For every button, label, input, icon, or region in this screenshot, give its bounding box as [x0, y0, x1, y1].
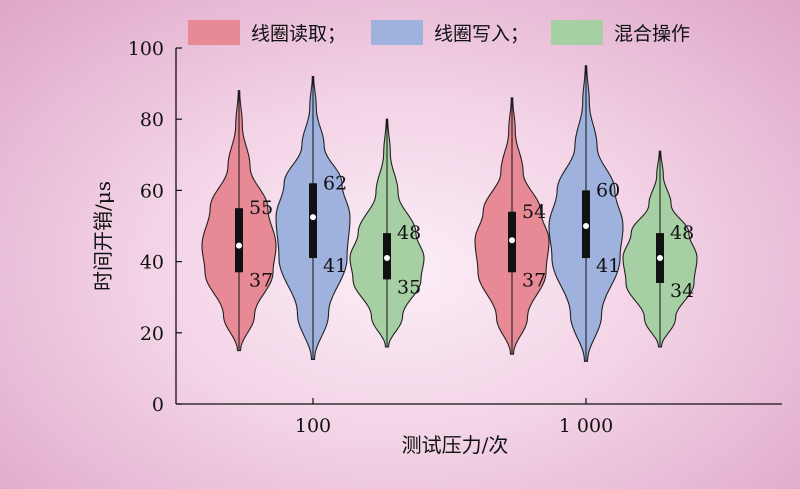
y-tick-label-1: 20: [140, 323, 164, 345]
legend-label-0: 线圈读取；: [251, 23, 346, 45]
legend: 线圈读取； 线圈写入； 混合操作: [188, 20, 690, 45]
violin-layer: 55 37 54 37 62 41 60 41 48 35 48 34: [201, 65, 698, 362]
y-tick-label-0: 0: [152, 394, 164, 416]
x-axis-title: 测试压力/次: [402, 433, 509, 457]
q3-label-s1-g0: 62: [323, 172, 347, 194]
y-tick-label-2: 40: [140, 252, 164, 274]
q1-label-s0-g0: 37: [249, 269, 273, 291]
median-dot-s2-g1: [657, 255, 663, 262]
q1-label-s2-g0: 35: [397, 276, 421, 298]
iqr-box-s0-g0: [235, 208, 243, 273]
q1-label-s0-g1: 37: [522, 269, 546, 291]
iqr-box-s1-g0: [309, 183, 317, 259]
y-tick-label-4: 80: [140, 109, 164, 131]
legend-label-1: 线圈写入；: [434, 23, 529, 45]
q1-label-s2-g1: 34: [670, 280, 694, 302]
median-dot-s1-g1: [583, 223, 589, 229]
y-axis-title: 时间开销/μs: [91, 181, 115, 291]
median-dot-s2-g0: [384, 255, 390, 262]
legend-swatch-1: [371, 20, 423, 45]
legend-label-2: 混合操作: [614, 23, 690, 45]
median-dot-s1-g0: [310, 214, 316, 221]
q3-label-s0-g1: 54: [522, 201, 546, 223]
q1-label-s1-g1: 41: [596, 255, 620, 277]
x-tick-label-1: 1 000: [559, 415, 613, 437]
q3-label-s0-g0: 55: [249, 197, 273, 219]
q1-label-s1-g0: 41: [323, 255, 347, 277]
q3-label-s1-g1: 60: [596, 179, 620, 201]
x-tick-label-0: 100: [295, 415, 331, 437]
legend-swatch-0: [188, 20, 240, 45]
y-tick-label-3: 60: [140, 180, 164, 202]
median-dot-s0-g1: [509, 237, 515, 244]
y-tick-label-5: 100: [128, 38, 164, 60]
median-dot-s0-g0: [236, 242, 242, 249]
axes: 0 20 40 60 80 100 100 1 000: [128, 38, 782, 437]
legend-swatch-2: [551, 20, 603, 45]
q3-label-s2-g0: 48: [397, 222, 421, 244]
q3-label-s2-g1: 48: [670, 222, 694, 244]
